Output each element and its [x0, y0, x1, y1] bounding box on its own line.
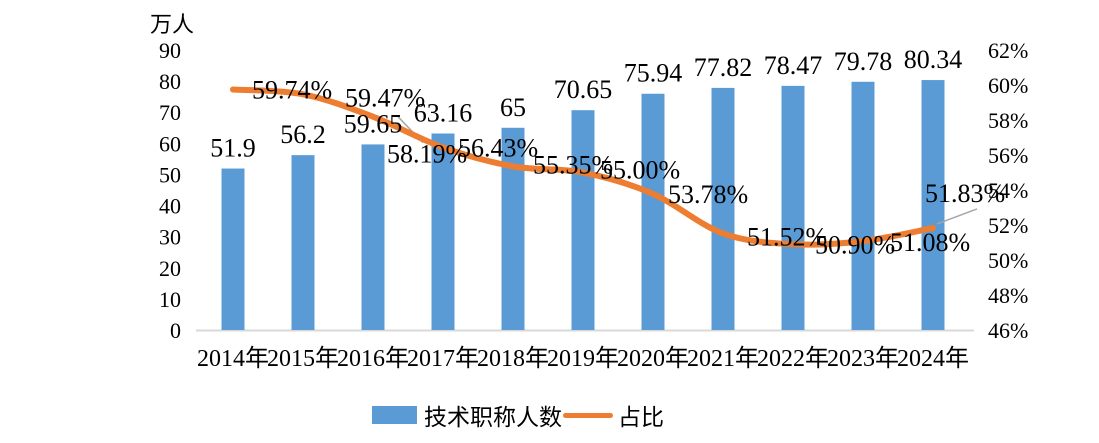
right-axis-tick-label: 52%	[988, 213, 1028, 238]
line-data-label: 59.47%	[345, 83, 425, 112]
right-axis-tick-label: 62%	[988, 38, 1028, 63]
line-data-label: 51.52%	[747, 222, 827, 251]
right-axis-tick-label: 50%	[988, 248, 1028, 273]
left-axis-title: 万人	[150, 12, 194, 37]
bar-data-label: 77.82	[694, 53, 753, 82]
x-axis-category-label: 2019年	[547, 345, 619, 372]
bar	[291, 155, 315, 330]
x-axis-category-label: 2024年	[897, 345, 969, 372]
bar	[711, 87, 735, 330]
chart-legend: 技术职称人数 占比	[372, 402, 664, 430]
x-axis-category-label: 2017年	[407, 345, 479, 372]
bar-data-label: 51.9	[210, 134, 256, 163]
left-axis-tick-label: 90	[159, 38, 181, 63]
x-axis-category-label: 2016年	[337, 345, 409, 372]
line-data-label: 55.35%	[533, 150, 613, 179]
bar	[781, 85, 805, 330]
bar	[361, 144, 385, 330]
bar-data-label: 59.65	[344, 109, 403, 138]
line-data-label: 50.90%	[815, 230, 895, 259]
bar-series-legend-label: 技术职称人数	[424, 405, 562, 430]
bar	[431, 133, 455, 330]
bar	[641, 93, 665, 331]
bar-series-swatch	[372, 406, 417, 424]
bar-data-label: 63.16	[414, 99, 473, 128]
bar	[501, 127, 525, 331]
x-axis-category-label: 2018年	[477, 345, 549, 372]
bar-data-label: 78.47	[764, 51, 823, 80]
left-axis-tick-label: 70	[159, 100, 181, 125]
x-axis-category-label: 2023年	[827, 345, 899, 372]
bar-data-label: 65	[500, 93, 526, 122]
bar	[851, 81, 875, 330]
right-axis-tick-label: 60%	[988, 73, 1028, 98]
bar	[571, 110, 595, 330]
line-data-label: 58.19%	[387, 140, 467, 169]
x-axis-category-label: 2022年	[757, 345, 829, 372]
line-data-label: 53.78%	[668, 180, 748, 209]
left-axis-tick-label: 50	[159, 162, 181, 187]
line-series-swatch	[563, 412, 613, 418]
bar-data-label: 80.34	[904, 45, 963, 74]
line-data-label: 51.08%	[890, 228, 970, 257]
right-axis-tick-label: 56%	[988, 143, 1028, 168]
x-axis-category-label: 2021年	[687, 345, 759, 372]
right-axis-tick-label: 58%	[988, 108, 1028, 133]
right-axis-tick-label: 54%	[988, 178, 1028, 203]
bar	[221, 168, 245, 330]
bar	[921, 80, 945, 330]
right-axis-tick-label: 46%	[988, 318, 1028, 343]
line-data-label: 56.43%	[458, 133, 538, 162]
line-data-label: 59.74%	[252, 76, 332, 105]
left-axis-tick-label: 60	[159, 131, 181, 156]
left-axis-tick-label: 80	[159, 69, 181, 94]
line-series-legend-label: 占比	[618, 405, 664, 430]
right-axis-tick-label: 48%	[988, 283, 1028, 308]
bar-data-label: 56.2	[280, 120, 326, 149]
line-data-label: 51.83%	[925, 179, 1005, 208]
left-axis-tick-label: 0	[170, 318, 181, 343]
left-axis-tick-label: 30	[159, 225, 181, 250]
x-axis-category-label: 2020年	[617, 345, 689, 372]
bar-data-label: 70.65	[554, 75, 613, 104]
line-data-label: 55.00%	[600, 156, 680, 185]
left-axis-tick-label: 40	[159, 194, 181, 219]
bar-data-label: 79.78	[834, 47, 893, 76]
leader-line	[936, 208, 978, 225]
x-axis-category-label: 2014年	[197, 345, 269, 372]
bar-data-label: 75.94	[624, 59, 683, 88]
percent-line	[230, 86, 936, 248]
left-axis-tick-label: 10	[159, 287, 181, 312]
left-axis-tick-label: 20	[159, 256, 181, 281]
x-axis-category-label: 2015年	[267, 345, 339, 372]
